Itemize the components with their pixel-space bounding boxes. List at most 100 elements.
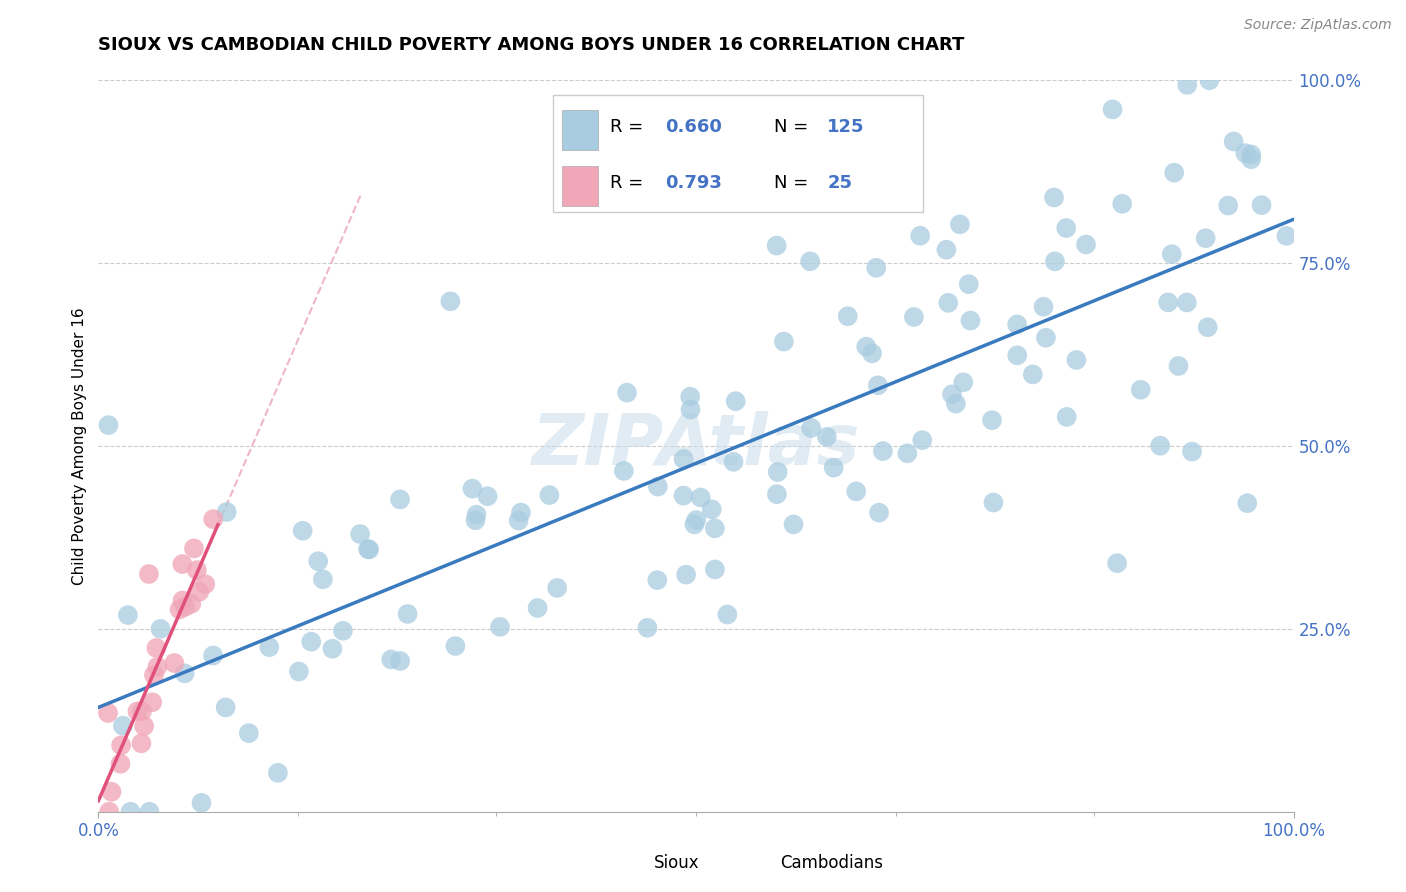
Point (782, 517, 804, 532)
Point (1240, 153, 1263, 167)
Point (117, 608, 139, 623)
Point (1005, 318, 1028, 332)
Text: Cambodians: Cambodians (779, 854, 883, 871)
Point (131, 704, 153, 718)
Point (169, 602, 191, 616)
Point (332, 624, 354, 638)
Point (1043, 190, 1066, 204)
Point (1181, 444, 1204, 458)
Point (464, 513, 486, 527)
Point (214, 700, 236, 714)
Point (163, 656, 186, 670)
Point (766, 465, 789, 479)
Point (636, 621, 658, 635)
Point (981, 413, 1004, 427)
Point (349, 527, 371, 541)
Point (1218, 198, 1240, 212)
Point (703, 562, 725, 576)
Point (936, 295, 959, 310)
Point (679, 402, 702, 417)
Point (194, 577, 217, 591)
Point (672, 489, 695, 503)
Point (288, 665, 311, 679)
Point (935, 243, 957, 257)
Point (359, 542, 381, 557)
Point (172, 593, 194, 607)
Point (131, 736, 153, 750)
Point (396, 607, 419, 621)
Point (97, 706, 120, 720)
Text: 0.793: 0.793 (665, 174, 721, 192)
Point (1129, 383, 1152, 397)
Point (183, 541, 205, 556)
Point (174, 599, 197, 614)
Text: 0.660: 0.660 (665, 118, 721, 136)
Point (1056, 409, 1078, 424)
Point (97, 418, 120, 433)
Point (120, 805, 142, 819)
Point (1195, 231, 1218, 245)
Point (868, 506, 890, 520)
Point (1107, 556, 1129, 570)
Text: R =: R = (610, 118, 643, 136)
Point (188, 584, 211, 599)
Point (647, 480, 669, 494)
Point (869, 142, 891, 156)
Text: Source: ZipAtlas.com: Source: ZipAtlas.com (1244, 18, 1392, 32)
Point (439, 294, 461, 309)
Point (645, 573, 668, 587)
Point (1005, 348, 1028, 362)
FancyBboxPatch shape (612, 852, 645, 881)
Point (908, 228, 931, 243)
Point (1149, 439, 1171, 453)
Point (138, 805, 160, 819)
Point (1197, 320, 1219, 334)
Point (983, 495, 1005, 509)
Point (1275, 228, 1298, 243)
Point (202, 648, 225, 663)
Point (845, 484, 868, 499)
Point (357, 542, 380, 557)
Point (872, 444, 894, 458)
Point (100, 785, 122, 799)
Point (949, 217, 972, 231)
Point (380, 652, 402, 666)
Point (143, 668, 166, 682)
Point (800, 421, 823, 435)
Point (307, 554, 329, 568)
Point (723, 455, 745, 469)
Point (896, 446, 918, 460)
Point (823, 460, 845, 475)
Point (700, 502, 723, 516)
Point (1240, 147, 1263, 161)
Point (1175, 295, 1198, 310)
Point (489, 620, 512, 634)
Text: ZIPAtlas: ZIPAtlas (531, 411, 860, 481)
Point (1236, 496, 1258, 510)
Point (1022, 368, 1045, 382)
Point (903, 310, 925, 324)
Point (138, 567, 160, 582)
Point (685, 513, 707, 527)
Point (1175, 78, 1198, 92)
Point (111, 719, 134, 733)
Point (703, 521, 725, 535)
Point (1043, 254, 1066, 268)
Point (1198, 73, 1220, 87)
Point (860, 346, 883, 360)
Point (538, 488, 561, 502)
Point (145, 640, 167, 655)
Point (1160, 247, 1182, 261)
Text: 125: 125 (827, 118, 865, 136)
Point (941, 387, 963, 401)
Point (267, 765, 290, 780)
Point (291, 524, 314, 538)
Point (173, 666, 195, 681)
Point (321, 641, 343, 656)
Point (716, 607, 738, 622)
Point (1111, 196, 1133, 211)
Point (259, 640, 281, 655)
Point (1163, 166, 1185, 180)
Point (866, 378, 889, 392)
Point (180, 597, 202, 611)
